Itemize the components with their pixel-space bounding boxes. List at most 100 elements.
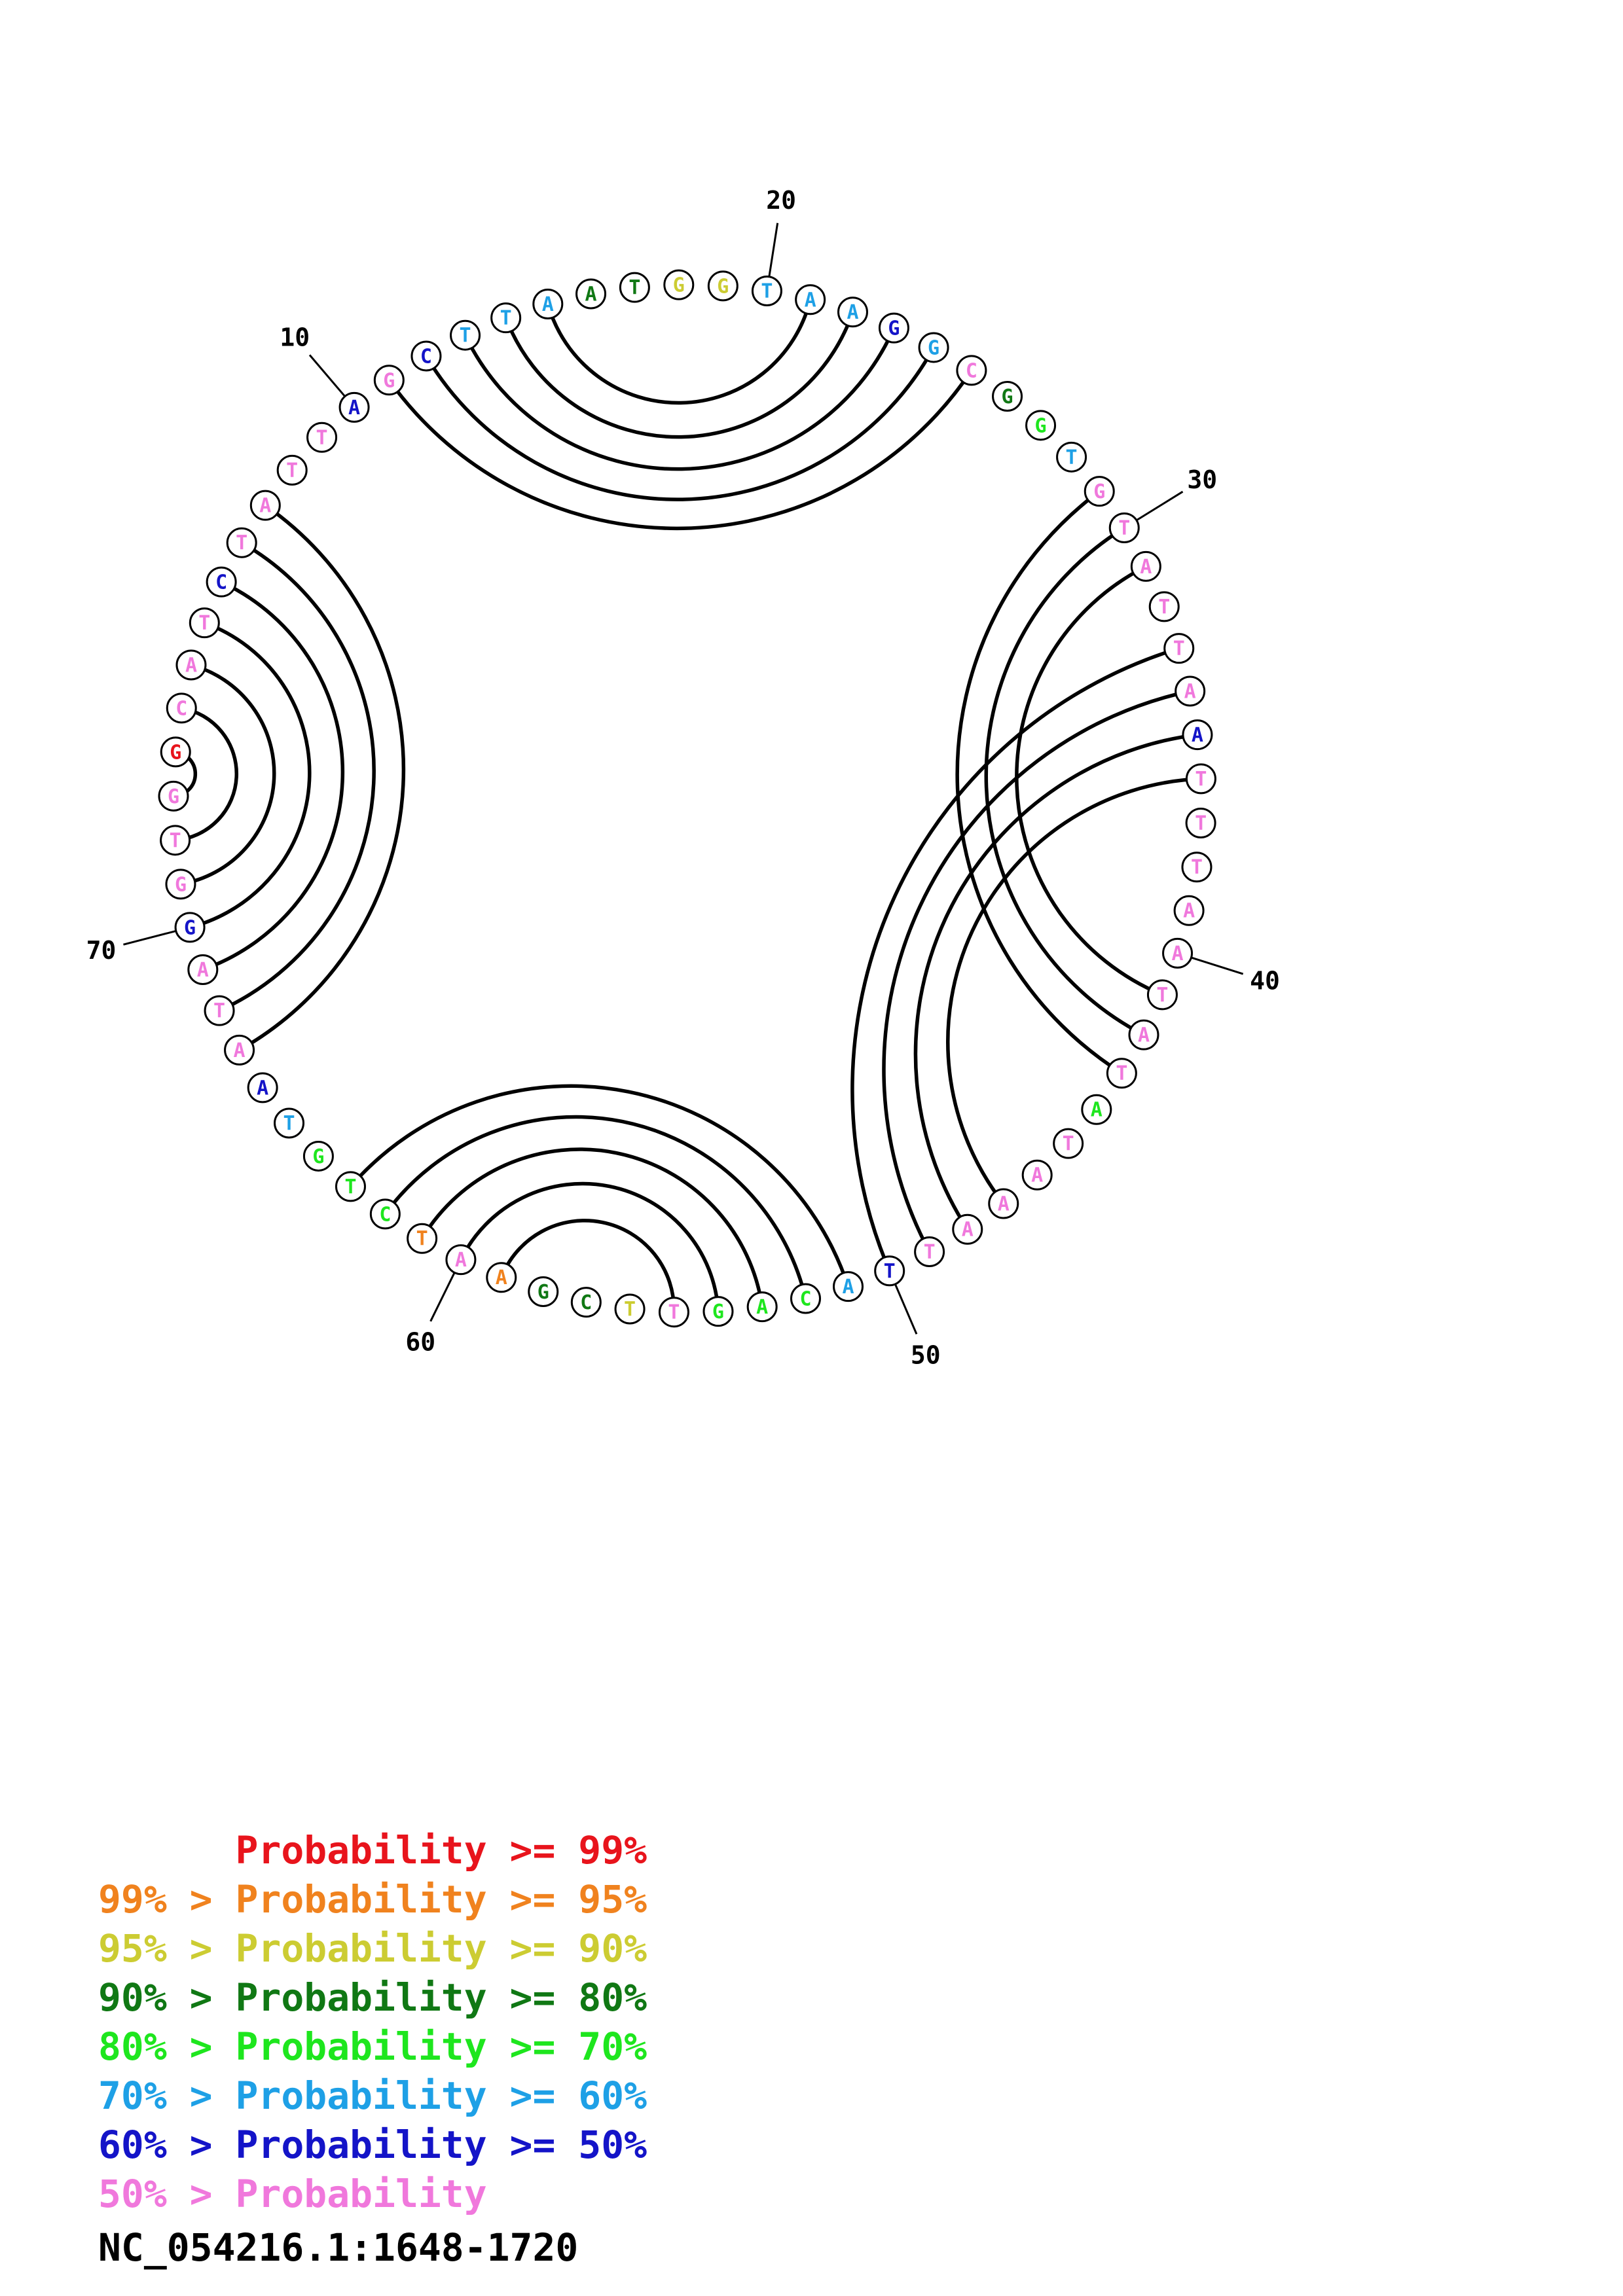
nucleotide-34: A: [1175, 675, 1206, 707]
nucleotide-60: A: [445, 1244, 477, 1276]
nucleotide-letter: C: [966, 359, 977, 382]
pair-arc-52-62: [383, 1115, 808, 1300]
nucleotide-letter: A: [496, 1266, 507, 1289]
nucleotide-circle: [1056, 441, 1087, 473]
nucleotide-circle: [1173, 895, 1205, 926]
nucleotide-19: G: [707, 270, 739, 302]
nucleotide-circle: [165, 869, 196, 900]
nucleotide-circle: [1130, 550, 1161, 582]
nucleotide-50: T: [874, 1255, 905, 1287]
nucleotide-circle: [206, 566, 237, 598]
nucleotide-46: A: [1021, 1159, 1053, 1191]
tick-line-50: [894, 1283, 918, 1335]
nucleotide-letter: G: [1035, 414, 1047, 437]
nucleotide-8: T: [276, 454, 308, 486]
nucleotide-circle: [486, 1262, 517, 1293]
nucleotide-circle: [956, 355, 987, 386]
nucleotide-letter: A: [1184, 680, 1196, 703]
nucleotide-circle: [302, 1140, 334, 1172]
nucleotide-letter: T: [460, 325, 471, 348]
nucleotide-letter: A: [585, 283, 597, 306]
nucleotide-letter: A: [348, 397, 360, 420]
nucleotide-letter: T: [344, 1175, 356, 1198]
nucleotide-4: T: [189, 607, 220, 639]
nucleotide-circle: [1053, 1128, 1084, 1159]
nucleotide-circle: [1181, 852, 1213, 883]
pair-arc-55-59: [500, 1219, 676, 1314]
nucleotide-circle: [707, 270, 739, 302]
tick-label-30: 30: [1187, 465, 1217, 494]
nucleotide-circle: [1175, 675, 1206, 707]
pair-arc-3-71: [179, 663, 276, 886]
pair-arc-4-70: [188, 620, 312, 929]
nucleotide-49: T: [914, 1236, 945, 1268]
nucleotide-43: T: [1106, 1058, 1137, 1089]
nucleotide-circle: [175, 649, 207, 681]
nucleotide-circle: [1162, 937, 1194, 969]
nucleotide-40: A: [1162, 937, 1194, 969]
nucleotide-7: A: [249, 490, 281, 521]
nucleotide-letter: T: [884, 1260, 896, 1283]
nucleotide-letter: A: [185, 654, 197, 677]
nucleotide-53: A: [746, 1291, 778, 1323]
nucleotide-12: C: [410, 340, 442, 372]
nucleotide-circle: [189, 607, 220, 639]
nucleotide-26: G: [992, 381, 1023, 412]
nucleotide-letter: T: [629, 277, 640, 300]
nucleotide-letter: C: [215, 571, 227, 594]
nucleotide-circle: [619, 272, 650, 303]
nucleotide-54: G: [702, 1296, 734, 1327]
nucleotide-52: C: [790, 1283, 821, 1314]
nucleotide-45: T: [1053, 1128, 1084, 1159]
nucleotide-letter: A: [259, 495, 271, 518]
nucleotide-letter: C: [379, 1203, 391, 1226]
nucleotide-33: T: [1163, 633, 1195, 664]
nucleotide-20: T: [751, 275, 782, 306]
nucleotide-letter: T: [316, 427, 328, 450]
nucleotide-51: A: [833, 1271, 864, 1302]
nucleotide-circle: [837, 296, 868, 328]
nucleotide-letter: G: [1093, 480, 1105, 503]
nucleotide-letter: A: [1172, 942, 1184, 965]
nucleotide-circle: [160, 736, 191, 768]
nucleotide-47: A: [988, 1188, 1019, 1219]
nucleotide-circle: [450, 319, 481, 351]
nucleotide-letter: T: [500, 307, 512, 330]
nucleotide-letter: T: [924, 1241, 936, 1264]
pair-arc-13-23: [463, 326, 896, 471]
nucleotide-28: T: [1056, 441, 1087, 473]
nucleotide-letter: T: [1173, 637, 1185, 660]
nucleotide-circle: [874, 1255, 905, 1287]
nucleotide-29: G: [1084, 476, 1115, 507]
nucleotide-letter: T: [668, 1301, 680, 1324]
nucleotide-11: G: [373, 365, 405, 396]
nucleotide-circle: [528, 1276, 559, 1307]
nucleotide-9: T: [306, 422, 338, 453]
nucleotide-letter: T: [1066, 446, 1078, 469]
nucleotide-62: C: [369, 1198, 401, 1230]
nucleotide-circle: [306, 422, 338, 453]
nucleotide-letter: G: [170, 741, 181, 764]
nucleotide-circle: [160, 825, 191, 856]
pair-arc-54-60: [459, 1181, 720, 1314]
nucleotide-circle: [410, 340, 442, 372]
nucleotide-31: A: [1130, 550, 1161, 582]
nucleotide-circle: [532, 289, 564, 320]
pair-arc-30-42: [984, 526, 1146, 1037]
nucleotide-circle: [373, 365, 405, 396]
nucleotide-circle: [274, 1107, 305, 1139]
nucleotide-48: A: [952, 1213, 983, 1245]
pair-arc-11-25: [387, 368, 974, 531]
nucleotide-circle: [988, 1188, 1019, 1219]
nucleotide-circle: [878, 312, 909, 344]
pair-arc-2-72: [173, 706, 239, 842]
nucleotide-2: C: [166, 692, 197, 724]
nucleotide-circle: [1021, 1159, 1053, 1191]
nucleotide-68: T: [204, 995, 235, 1026]
nucleotide-69: A: [187, 954, 219, 985]
nucleotide-63: T: [335, 1171, 366, 1202]
nucleotide-56: T: [614, 1293, 646, 1325]
nucleotide-letter: T: [1063, 1133, 1074, 1156]
tick-line-70: [123, 929, 177, 946]
